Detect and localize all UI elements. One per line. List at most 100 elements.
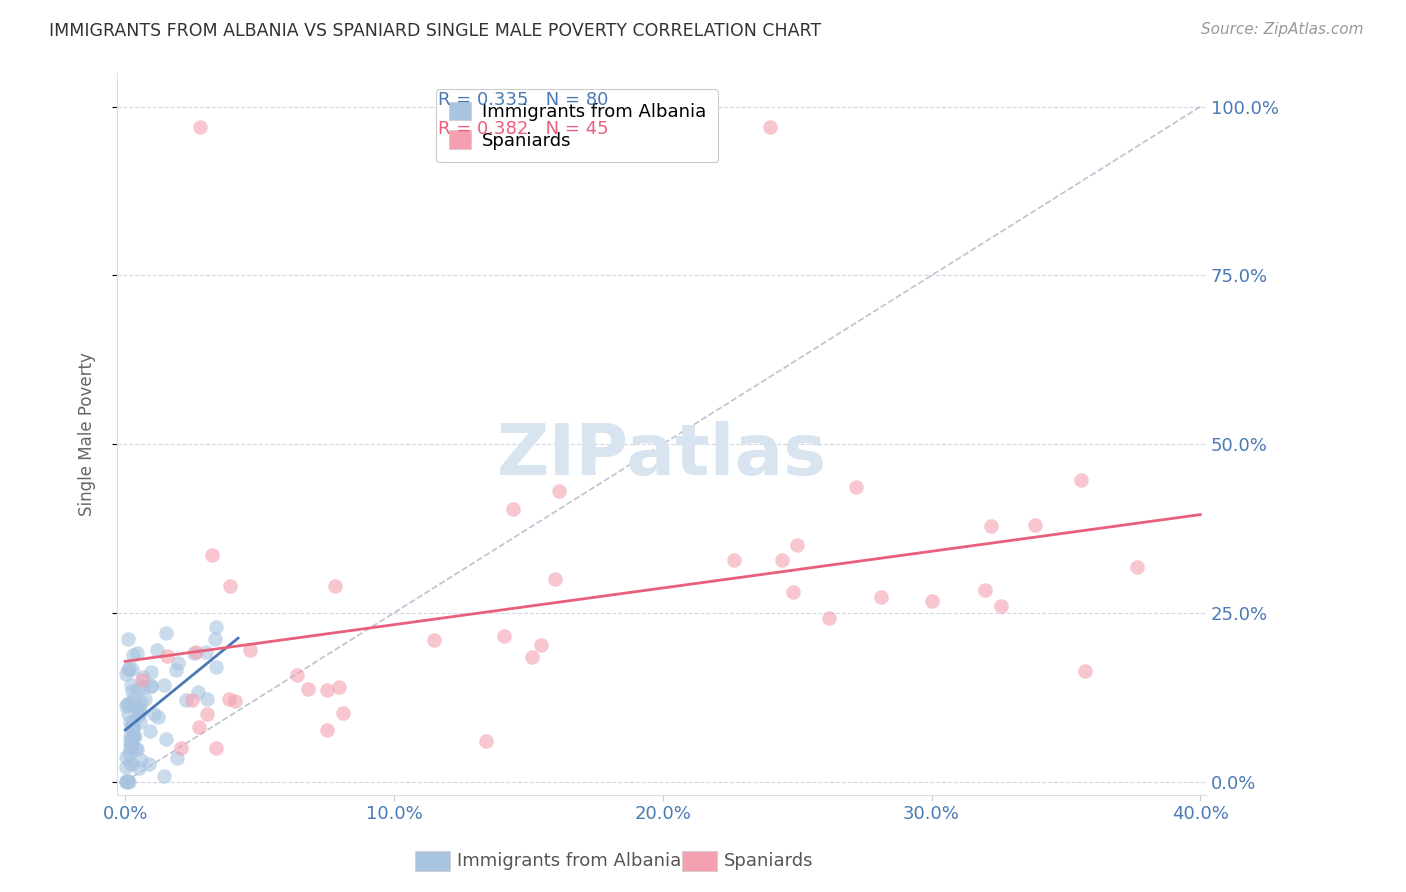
Point [118,696,141,710]
Point [195,691,218,706]
Point [166,656,188,670]
Point [120,732,142,747]
Point [122,730,145,744]
Point [170,740,193,755]
Point [869,590,891,604]
Point [117,774,139,789]
Point [723,553,745,567]
Point [195,645,218,659]
Point [120,736,142,750]
Point [845,480,868,494]
Point [316,723,339,738]
Point [139,679,162,693]
Point [121,684,143,698]
Point [139,665,162,680]
Point [146,710,169,724]
Point [973,582,995,597]
Point [156,648,179,663]
Point [115,698,138,712]
Point [121,722,143,736]
Point [117,746,139,760]
Point [146,642,169,657]
Point [315,682,337,697]
Point [131,753,153,767]
Point [120,739,142,754]
Point [115,699,138,714]
Point [325,579,347,593]
Point [224,694,246,708]
Point [117,661,139,675]
Point [138,724,160,739]
Point [122,719,145,733]
Point [155,732,177,747]
Point [187,685,209,699]
Point [422,633,444,648]
Point [114,760,136,774]
Point [200,549,222,563]
Point [131,680,153,694]
Point [124,698,146,712]
Point [520,649,543,664]
Point [818,611,841,625]
Point [128,705,150,719]
Point [120,735,142,749]
Point [127,682,149,697]
Point [165,663,187,677]
Point [117,706,139,721]
Point [475,733,498,747]
Point [139,679,162,693]
Point [121,739,143,753]
Point [152,678,174,692]
Point [184,645,207,659]
Point [115,667,138,681]
Point [1070,473,1092,487]
Point [128,761,150,775]
Point [190,120,212,134]
Point [115,774,138,789]
Point [770,552,793,566]
Point [195,707,218,722]
Point [492,629,515,643]
Point [120,742,142,756]
Point [332,706,354,721]
Text: R = 0.335   N = 80: R = 0.335 N = 80 [439,91,609,110]
Point [117,662,139,676]
Point [239,643,262,657]
Point [547,483,569,498]
Point [118,774,141,789]
Point [129,695,152,709]
Point [127,708,149,723]
Point [297,681,319,696]
Point [120,720,142,734]
Point [218,692,240,706]
Point [204,632,226,646]
Point [118,715,141,730]
Legend: Immigrants from Albania, Spaniards: Immigrants from Albania, Spaniards [436,89,718,162]
Point [205,660,228,674]
Point [134,692,156,706]
Point [1024,518,1046,533]
Point [125,742,148,756]
Point [122,690,145,705]
Text: Source: ZipAtlas.com: Source: ZipAtlas.com [1201,22,1364,37]
Point [132,670,155,684]
Point [121,714,143,729]
Point [1126,560,1149,574]
Point [122,648,145,662]
Point [117,632,139,647]
Point [128,701,150,715]
Point [115,773,138,788]
Point [127,701,149,715]
Point [181,693,204,707]
Point [188,720,211,734]
Point [1073,664,1095,678]
Point [125,742,148,756]
Point [204,620,226,634]
Point [166,751,188,765]
Point [152,768,174,782]
Point [782,585,804,599]
Point [205,740,228,755]
Point [328,681,350,695]
Point [129,714,152,729]
Point [786,538,808,552]
